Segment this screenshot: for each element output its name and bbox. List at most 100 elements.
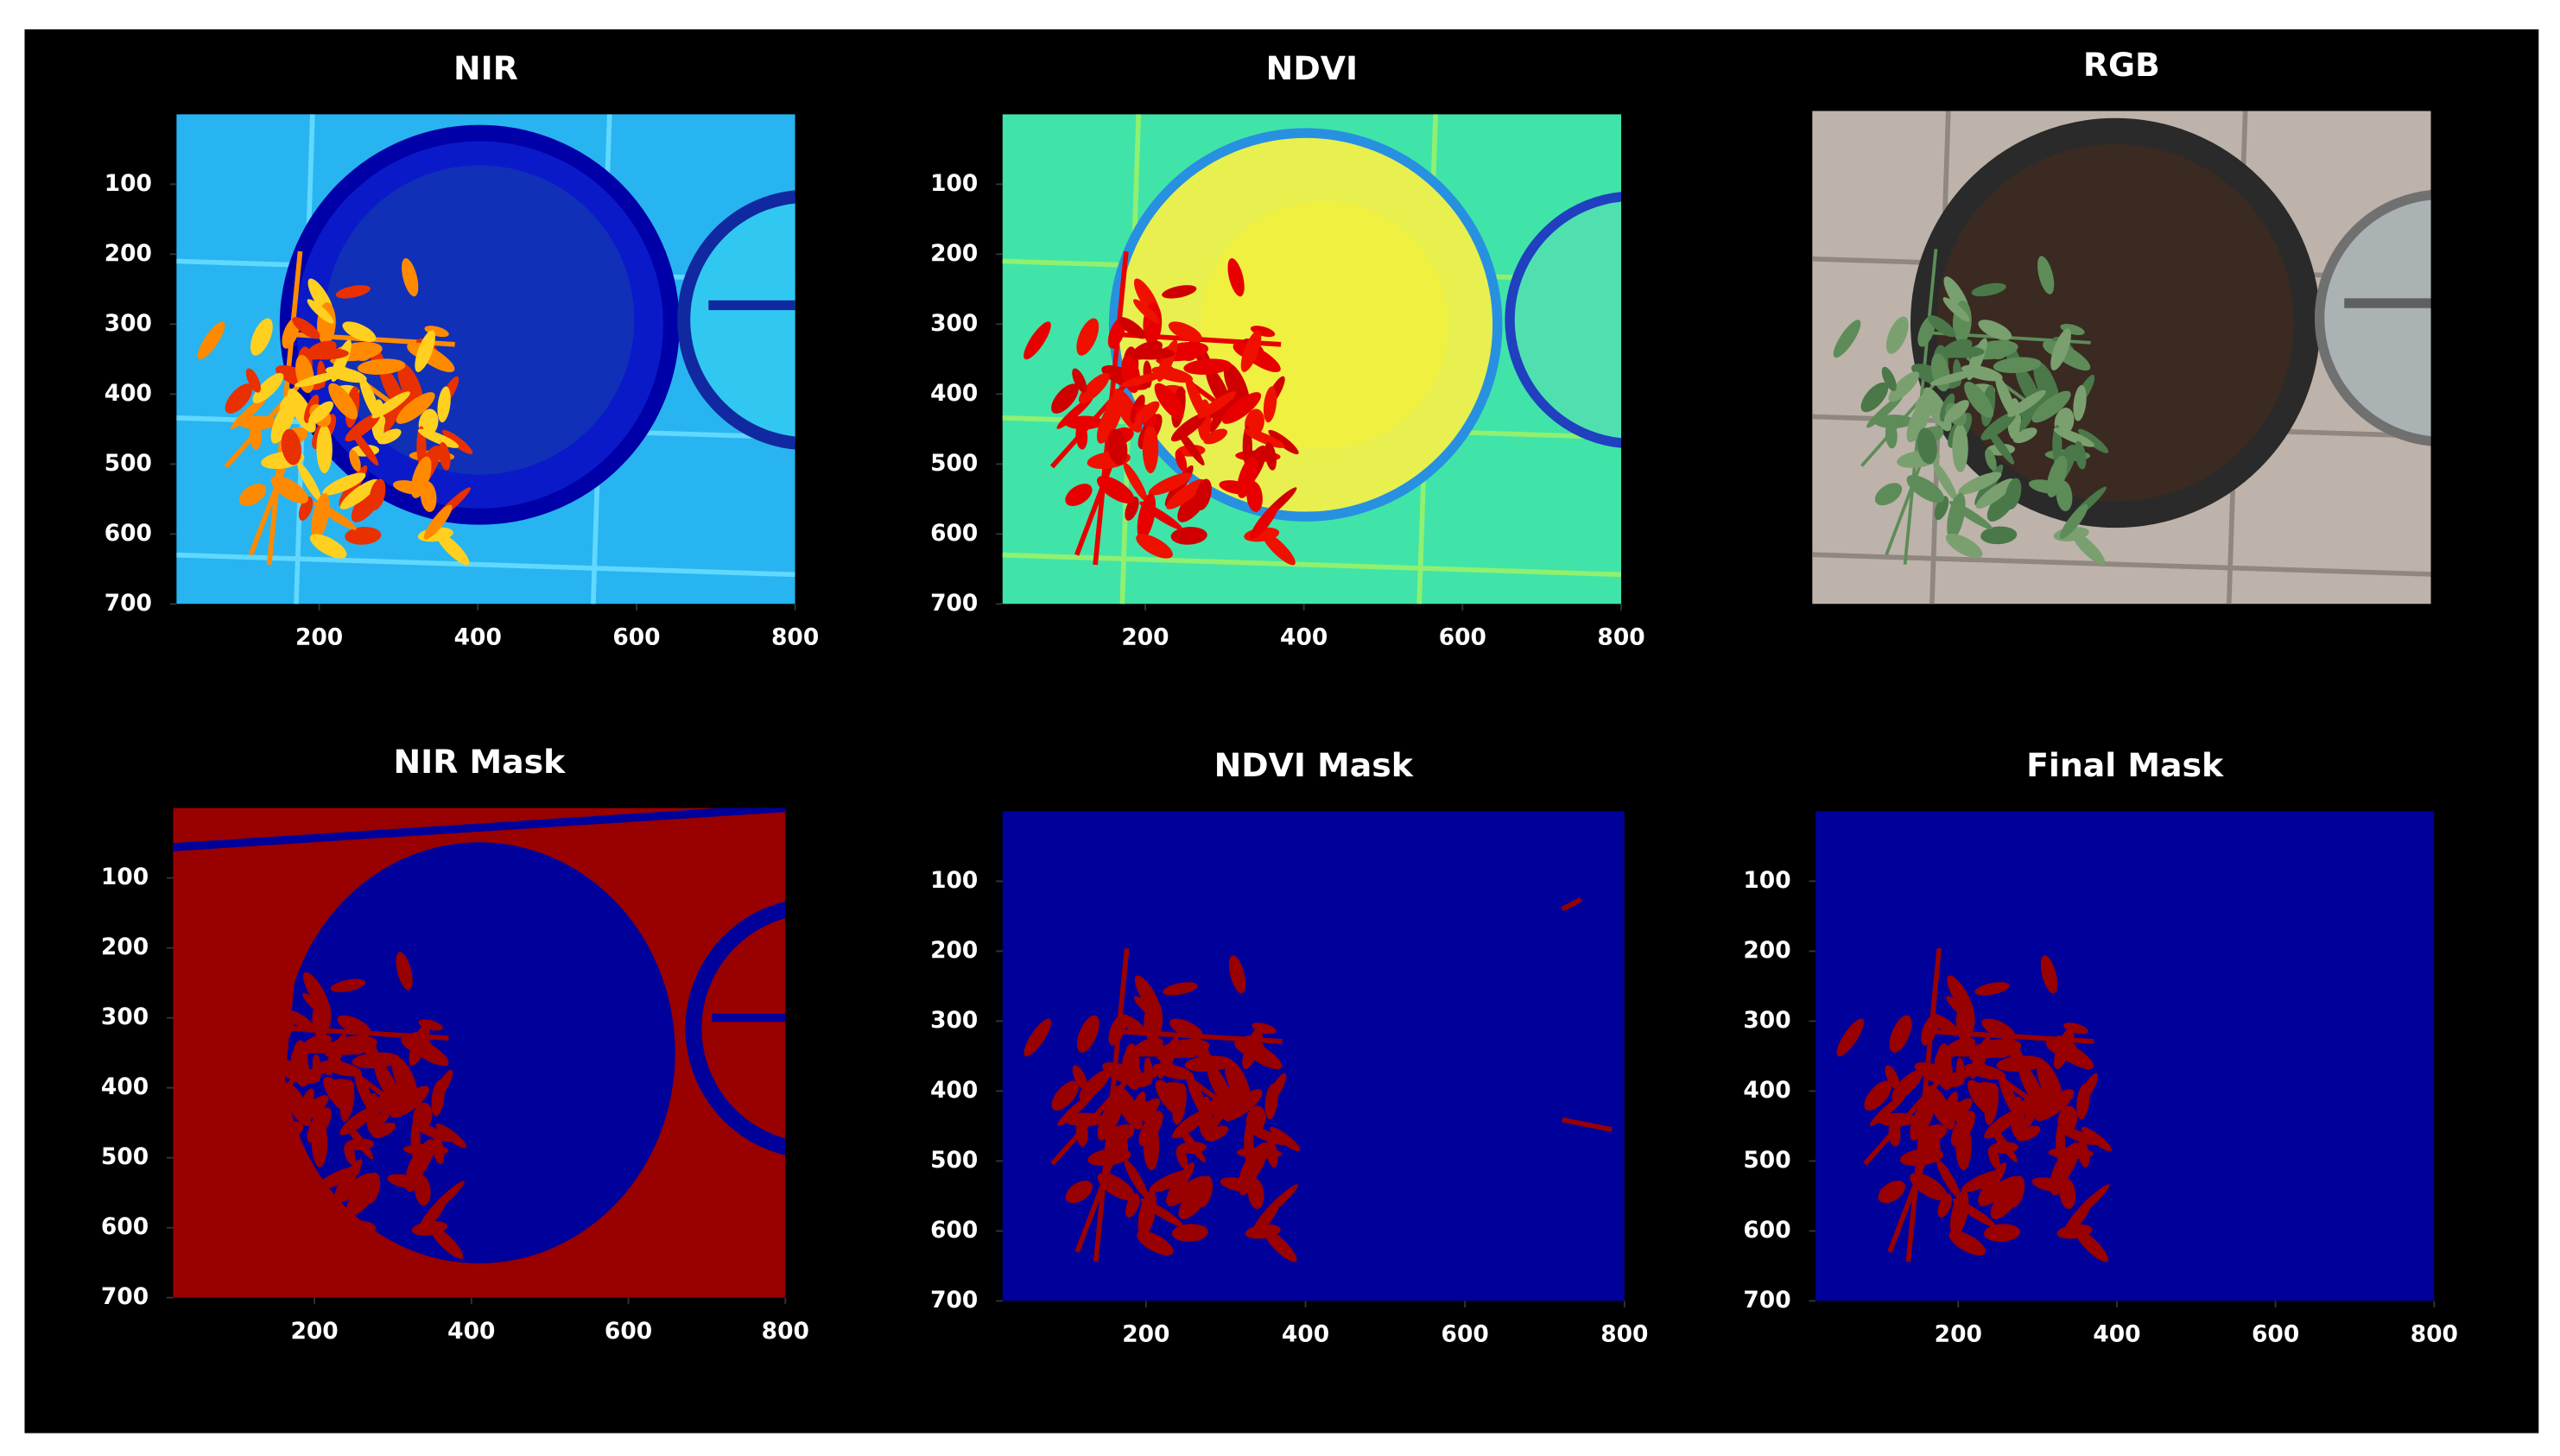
plant-leaf xyxy=(2073,384,2087,421)
plant-leaf xyxy=(1124,1159,1149,1199)
panel-title: Final Mask xyxy=(2026,746,2224,784)
plant-leaf xyxy=(2050,328,2071,370)
plant-leaf xyxy=(313,501,357,530)
plant-leaf xyxy=(366,1085,405,1112)
plant-stem xyxy=(248,456,290,556)
y-tick-label: 700 xyxy=(105,590,152,617)
plant-leaf xyxy=(1952,1198,1996,1227)
x-tick-label: 600 xyxy=(605,1318,652,1345)
plant-leaf xyxy=(2016,1125,2041,1142)
plant-leaf xyxy=(1264,441,1277,471)
plant-leaf xyxy=(1118,1014,1147,1036)
plant-leaf xyxy=(197,321,225,360)
plant-leaf xyxy=(1263,386,1277,423)
plant-leaf xyxy=(438,441,451,471)
x-tick-label: 200 xyxy=(295,624,343,651)
x-tick-label: 200 xyxy=(1122,1321,1169,1348)
x-tick-label: 200 xyxy=(290,1318,338,1345)
x-tick-label: 600 xyxy=(2252,1321,2299,1348)
plant-leaf xyxy=(1983,1224,2021,1242)
plant-leaf xyxy=(1065,484,1093,507)
y-tick-label: 600 xyxy=(1743,1217,1790,1244)
plant-leaf xyxy=(1168,321,1202,342)
plant-leaf xyxy=(1980,412,2017,440)
plant-leaf xyxy=(317,1166,361,1189)
plant-leaf xyxy=(1121,1068,1167,1085)
plant-leaf xyxy=(1107,1125,1129,1162)
plant-leaf xyxy=(316,424,333,474)
plant-stem xyxy=(1885,455,1925,555)
plant-leaf xyxy=(423,504,453,540)
plant-leaf xyxy=(1203,428,1228,445)
plant-leaf xyxy=(1240,330,1262,372)
plant-leaf xyxy=(377,428,402,445)
plant-leaf xyxy=(2012,427,2037,444)
plant-leaf xyxy=(238,484,267,507)
pot-interior xyxy=(1200,200,1448,449)
y-tick-label: 700 xyxy=(1743,1287,1790,1314)
plant-leaf xyxy=(1096,397,1123,444)
plant-leaf xyxy=(1933,1068,1980,1085)
plant-leaf xyxy=(308,401,334,425)
plant-stem xyxy=(1074,456,1117,556)
plant-leaf xyxy=(1143,1122,1160,1171)
plant-leaf xyxy=(1097,1173,1136,1201)
plant-leaf xyxy=(1978,320,2012,340)
plant-leaf xyxy=(1154,383,1184,420)
plant-leaf xyxy=(1860,382,1889,413)
plant-leaf xyxy=(345,413,381,442)
plant-leaf xyxy=(1906,475,1944,503)
plant-leaf xyxy=(1204,1125,1229,1142)
plant-leaf xyxy=(1135,1098,1161,1122)
plant-leaf xyxy=(1984,1110,2019,1139)
plant-leaf xyxy=(238,415,278,430)
plant-leaf xyxy=(292,317,320,339)
plant-leaf xyxy=(1268,429,1299,455)
plant-leaf xyxy=(1023,321,1051,360)
panel-title: NIR Mask xyxy=(394,743,567,781)
plant-leaf xyxy=(225,383,253,414)
plant-leaf xyxy=(1148,472,1192,496)
plant-leaf xyxy=(1056,396,1093,429)
plant-leaf xyxy=(1184,1055,1233,1072)
plant-leaf xyxy=(1874,483,1903,506)
plant-leaf xyxy=(2056,1125,2098,1145)
plant-leaf xyxy=(1169,1018,1203,1040)
plant-leaf xyxy=(1949,1231,1987,1256)
plant-leaf xyxy=(1985,448,1997,471)
pavement-joint xyxy=(176,552,795,578)
plant-leaf xyxy=(2074,440,2087,470)
plant-leaf xyxy=(1930,1014,1960,1036)
plant-leaf xyxy=(1906,396,1933,443)
plant-leaf xyxy=(1885,421,1898,449)
plant-leaf xyxy=(1076,1015,1099,1053)
plant-leaf xyxy=(1987,1039,2011,1059)
plant-leaf xyxy=(345,527,382,545)
bucket-handle xyxy=(2344,298,2431,308)
plant-leaf xyxy=(330,978,366,992)
panel-image xyxy=(176,114,795,605)
plant-leaf xyxy=(1222,392,1262,424)
plant-leaf xyxy=(1072,1065,1087,1090)
panel-title: NDVI Mask xyxy=(1214,746,1414,784)
plant-leaf xyxy=(1970,1036,1991,1079)
x-tick-label: 200 xyxy=(1121,624,1169,651)
plant-leaf xyxy=(1877,1112,1917,1127)
plant-leaf xyxy=(2031,390,2071,423)
y-tick-label: 500 xyxy=(105,450,152,477)
plant-leaf xyxy=(424,326,449,338)
y-tick-label: 100 xyxy=(101,864,149,890)
plant-leaf xyxy=(1199,1088,1238,1116)
plant-leaf xyxy=(415,330,435,372)
plant-leaf xyxy=(1885,316,1909,354)
y-tick-label: 500 xyxy=(1743,1147,1790,1174)
plant-leaf xyxy=(437,386,451,423)
plant-leaf xyxy=(339,1220,377,1238)
plant-leaf xyxy=(417,428,459,448)
plant-leaf xyxy=(1140,1198,1184,1227)
plant-leaf xyxy=(1869,1092,1907,1126)
plant-stem xyxy=(1074,1153,1117,1253)
plant-leaf xyxy=(1981,1018,2015,1040)
plant-leaf xyxy=(328,383,358,420)
plant-leaf xyxy=(1172,1110,1207,1139)
